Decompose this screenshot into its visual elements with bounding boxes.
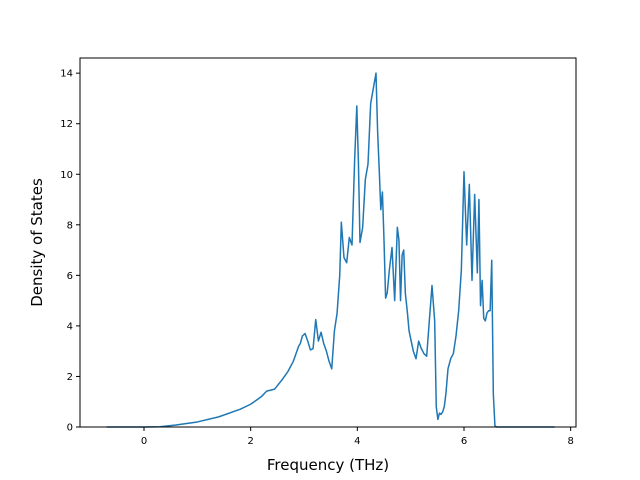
x-tick-label: 6 <box>461 436 467 447</box>
x-tick-label: 8 <box>567 436 573 447</box>
axes-frame <box>79 57 577 428</box>
y-tick-label: 12 <box>60 119 73 130</box>
series-line-0 <box>106 72 555 428</box>
x-ticks: 0 2 4 6 8 <box>141 427 574 447</box>
series-layer <box>106 72 555 428</box>
y-tick-label: 2 <box>67 372 73 383</box>
y-tick-label: 8 <box>67 220 73 231</box>
x-tick-label: 0 <box>141 436 147 447</box>
plot-area <box>80 58 576 427</box>
y-tick-label: 10 <box>60 170 73 181</box>
x-axis-label: Frequency (THz) <box>267 456 389 474</box>
y-tick-label: 6 <box>67 271 73 282</box>
y-tick-label: 4 <box>67 321 73 332</box>
x-tick-label: 2 <box>247 436 253 447</box>
y-axis-label: Density of States <box>28 178 46 307</box>
y-ticks: 0 2 4 6 8 10 12 14 <box>60 69 80 434</box>
x-tick-label: 4 <box>354 436 360 447</box>
y-tick-label: 0 <box>67 423 73 434</box>
y-tick-label: 14 <box>60 69 73 80</box>
